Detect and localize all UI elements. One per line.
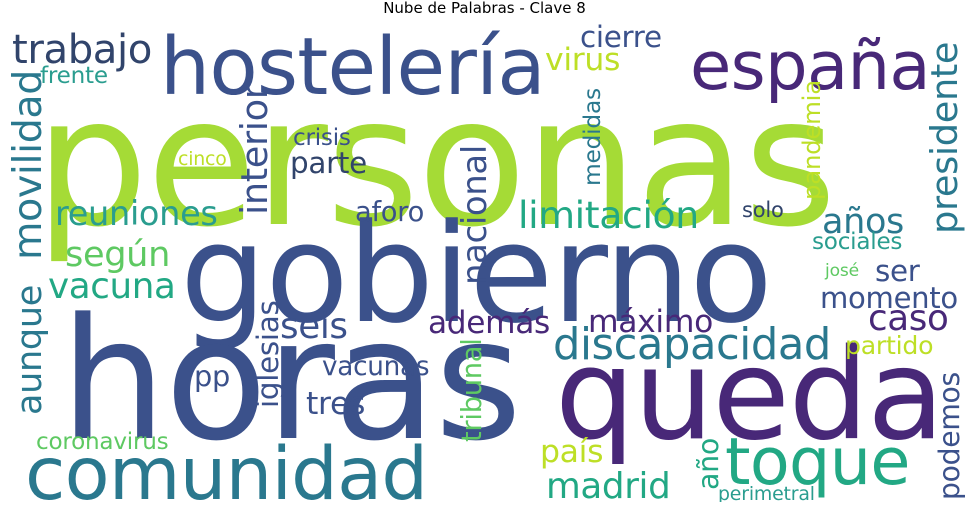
word: limitación [518, 193, 699, 238]
word: toque [725, 425, 910, 501]
word: personas [35, 58, 837, 267]
word: tres [306, 386, 366, 423]
word: nacional [455, 145, 495, 285]
word: aforo [355, 197, 424, 229]
word: movilidad [5, 70, 52, 260]
word: país [540, 434, 604, 471]
word: perimetral [718, 482, 815, 502]
word: cinco [178, 147, 227, 170]
word-cloud: personas gobierno horas queda comunidad hoste… [5, 20, 965, 502]
word: presidente [923, 42, 965, 235]
word: madrid [546, 466, 671, 502]
word: aunque [9, 285, 51, 415]
word: iglesias [251, 300, 286, 408]
word: comunidad [25, 432, 428, 502]
word: españa [690, 27, 931, 106]
word: vacuna [48, 266, 176, 308]
word: ser [875, 254, 920, 289]
word: reuniones [55, 194, 218, 234]
word: coronavirus [36, 429, 169, 456]
word: discapacidad [553, 320, 831, 371]
word: años [822, 201, 904, 243]
word: vacunas [322, 352, 430, 383]
word: caso [868, 298, 949, 340]
word: horas [60, 282, 522, 478]
word: podemos [932, 372, 965, 500]
word: tribunal [457, 337, 489, 442]
word: seis [280, 306, 348, 348]
word: sociales [812, 229, 903, 256]
chart-title: Nube de Palabras - Clave 8 [383, 0, 586, 17]
word: partido [845, 331, 934, 361]
word: medidas [579, 88, 607, 186]
word: máximo [588, 304, 713, 341]
word: trabajo [12, 26, 152, 73]
word: parte [290, 146, 367, 181]
word: pp [194, 358, 230, 393]
word: cierre [580, 20, 662, 55]
word: gobierno [180, 194, 773, 354]
word: frente [40, 63, 108, 90]
word: crisis [293, 125, 351, 152]
word: queda [555, 321, 945, 468]
word: según [65, 234, 170, 276]
word: hostelería [160, 21, 546, 114]
word: josé [825, 260, 859, 281]
word: interior [233, 84, 277, 216]
word: pandemia [796, 80, 826, 200]
word: momento [820, 281, 958, 316]
word: virus [545, 42, 621, 79]
word: solo [742, 197, 784, 222]
word: además [428, 305, 550, 342]
